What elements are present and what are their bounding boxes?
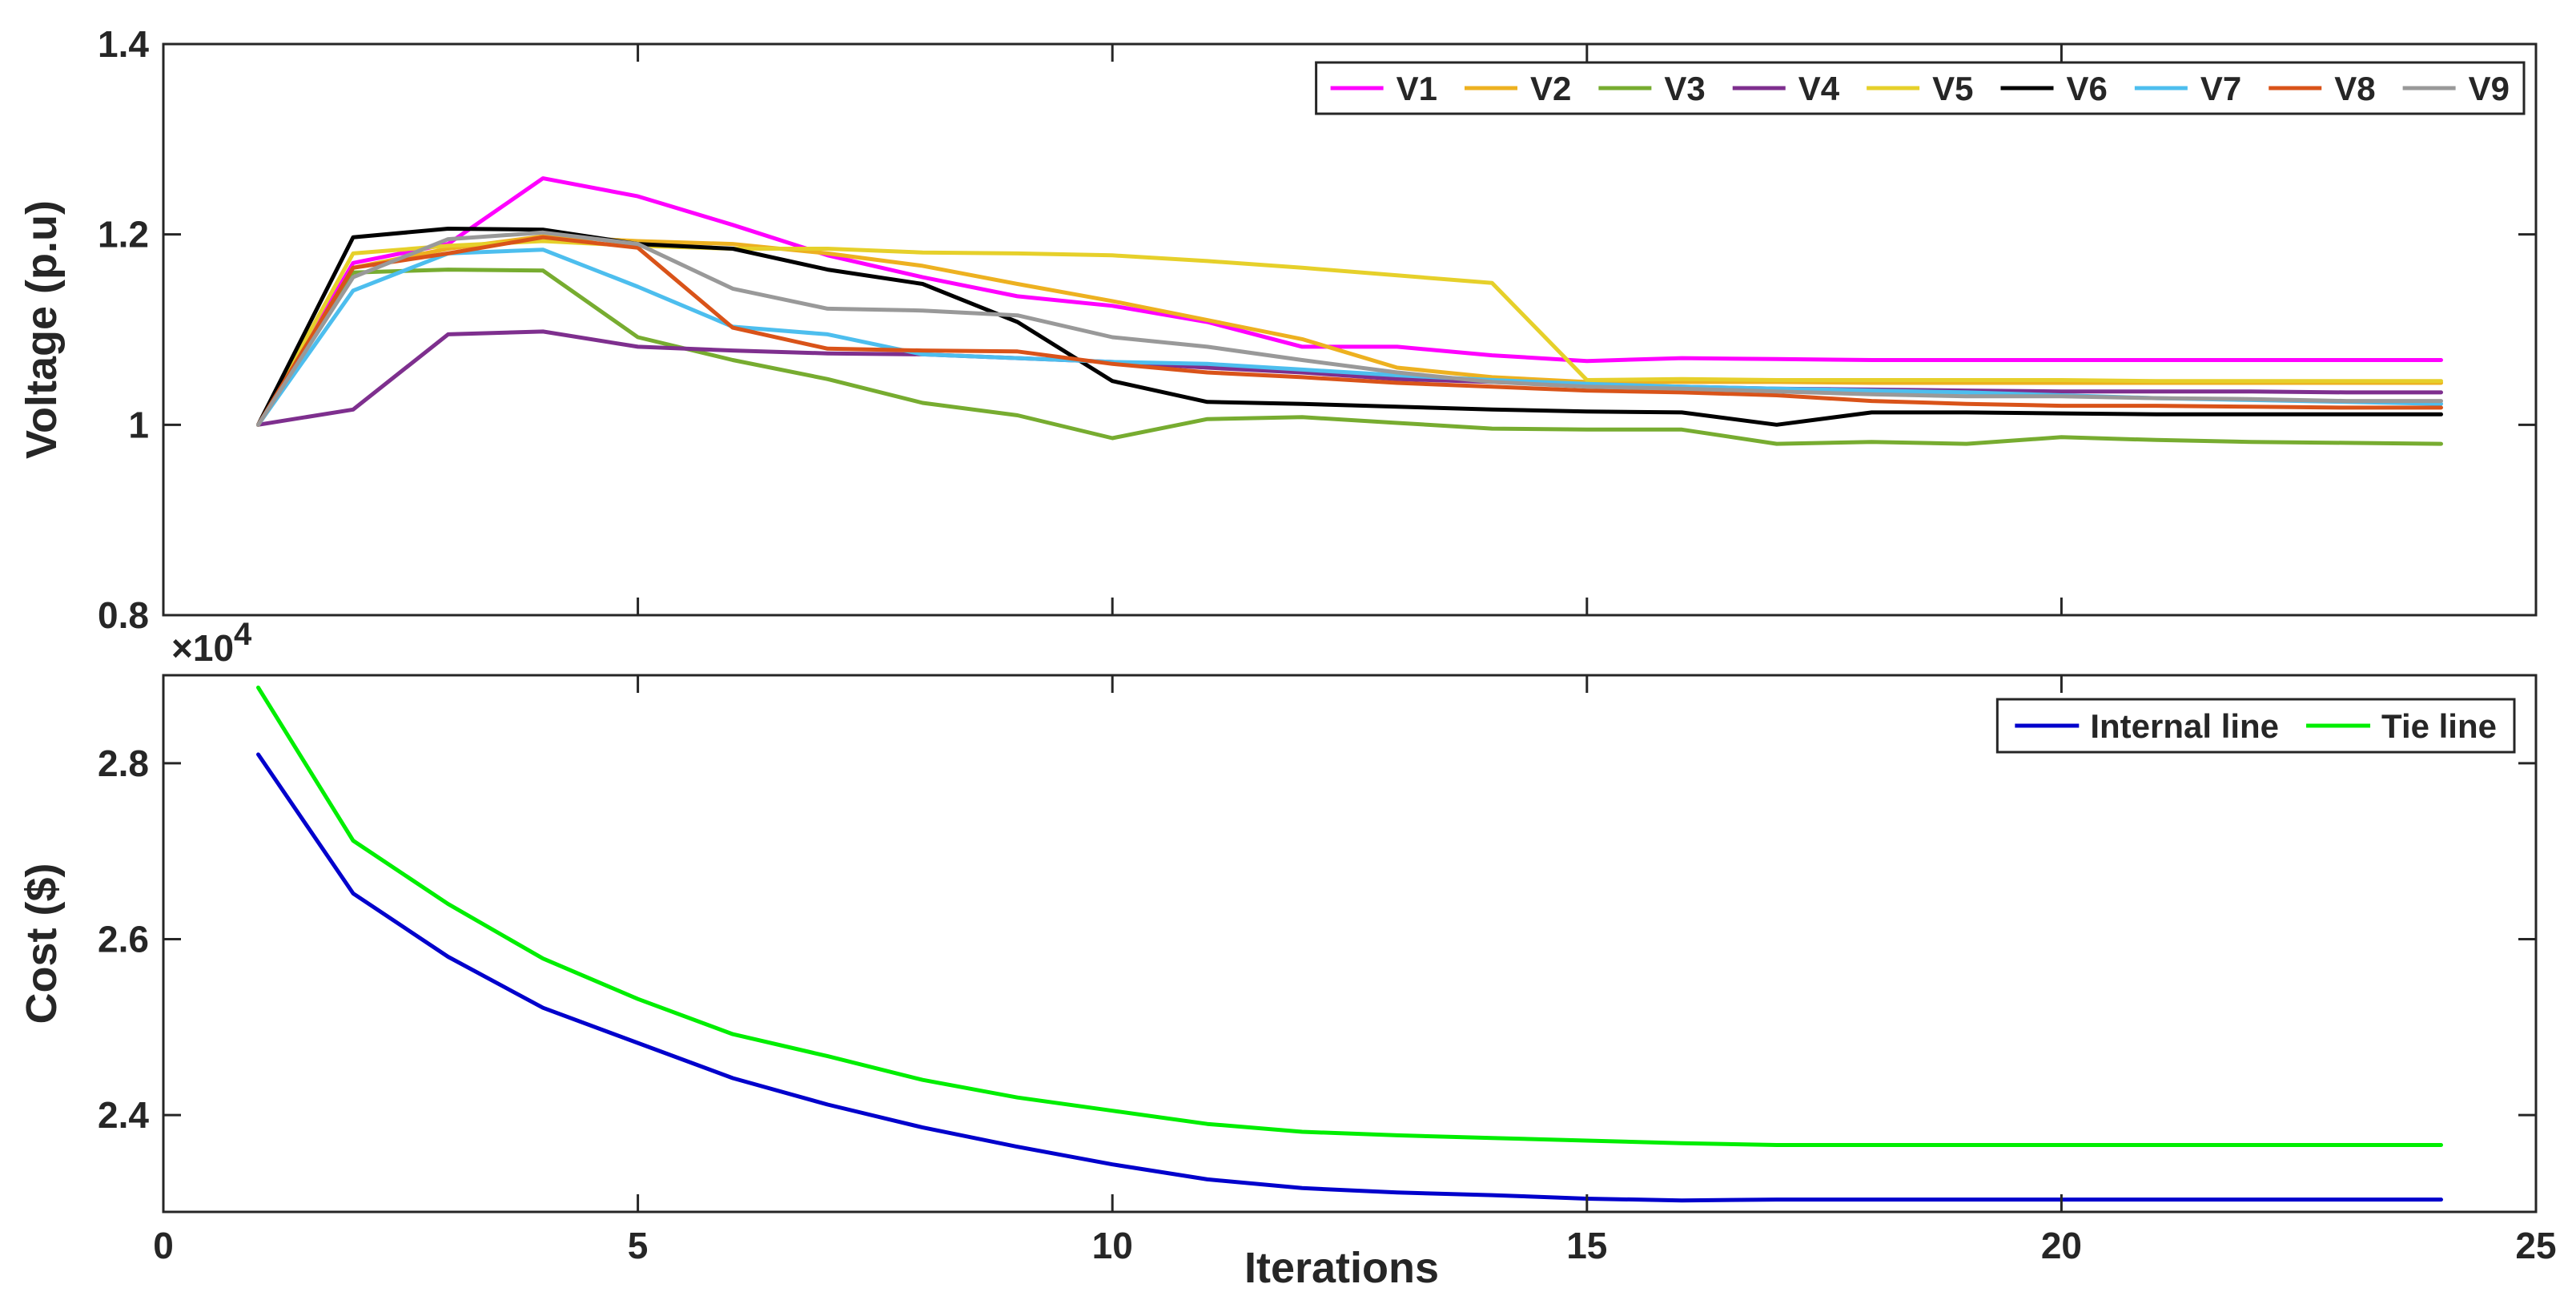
y-tick-label: 1.4 — [98, 23, 149, 65]
y-tick-label: 2.6 — [98, 919, 149, 960]
cost-chart: 0 5 10 15 20 25 2.4 2.6 2.8 Cost ($) Iterations ×10… — [18, 617, 2557, 1292]
series-line-v9 — [256, 230, 2443, 427]
y-exponent-label: ×104 — [171, 617, 252, 669]
legend-item: V9 — [2402, 70, 2510, 107]
legend-item: Internal line — [2015, 707, 2279, 745]
series-line-tie-line — [256, 685, 2443, 1147]
y-tick-label: 2.4 — [98, 1094, 149, 1136]
legend-item: V8 — [2269, 70, 2376, 107]
legend: Internal line Tie line — [1995, 698, 2516, 754]
legend-item: V2 — [1465, 70, 1571, 107]
y-tick-label: 2.8 — [98, 743, 149, 784]
legend-label: V2 — [1530, 70, 1571, 107]
series-line-v1 — [256, 176, 2443, 427]
axes-box — [162, 674, 2538, 1213]
x-tick-label: 5 — [628, 1225, 649, 1266]
legend-item: V5 — [1867, 70, 1974, 107]
legend-label: V8 — [2334, 70, 2375, 107]
legend: V1 V2 V3 V4 V5 V6 V7 V8 V9 — [1315, 61, 2526, 115]
x-tick-label: 0 — [153, 1225, 174, 1266]
series-line-internal-line — [256, 752, 2443, 1203]
y-axis-label: Voltage (p.u) — [18, 200, 66, 459]
legend-item: Tie line — [2306, 707, 2497, 745]
y-tick-label: 1 — [128, 404, 149, 445]
legend-box — [1315, 61, 2526, 115]
x-tick-label: 10 — [1092, 1225, 1133, 1266]
y-axis-label: Cost ($) — [18, 863, 66, 1024]
legend-box — [1995, 698, 2516, 754]
series-line-v3 — [256, 268, 2443, 446]
legend-label: V9 — [2469, 70, 2510, 107]
series-line-v4 — [256, 329, 2443, 427]
series-group — [256, 685, 2443, 1203]
legend-label: V1 — [1397, 70, 1437, 107]
legend-item: V1 — [1330, 70, 1437, 107]
y-tick-label: 1.2 — [98, 214, 149, 256]
legend-item: V7 — [2134, 70, 2241, 107]
legend-item: V3 — [1598, 70, 1706, 107]
series-group — [256, 176, 2443, 446]
legend-label: V7 — [2200, 70, 2241, 107]
x-axis-label: Iterations — [1244, 1244, 1439, 1292]
axes-box — [162, 42, 2538, 617]
legend-label: V5 — [1932, 70, 1973, 107]
legend-item: V4 — [1732, 70, 1840, 107]
legend-label: V4 — [1798, 70, 1840, 107]
y-exponent-power: 4 — [234, 617, 252, 652]
series-line-v8 — [256, 235, 2443, 427]
y-tick-label: 0.8 — [98, 594, 149, 636]
x-tick-label: 20 — [2041, 1225, 2082, 1266]
legend-label: V6 — [2067, 70, 2108, 107]
legend-label: Internal line — [2090, 707, 2279, 745]
x-tick-label: 15 — [1566, 1225, 1607, 1266]
legend-item: V6 — [2000, 70, 2108, 107]
legend-label: V3 — [1664, 70, 1705, 107]
legend-label: Tie line — [2381, 707, 2497, 745]
x-tick-label: 25 — [2515, 1225, 2556, 1266]
